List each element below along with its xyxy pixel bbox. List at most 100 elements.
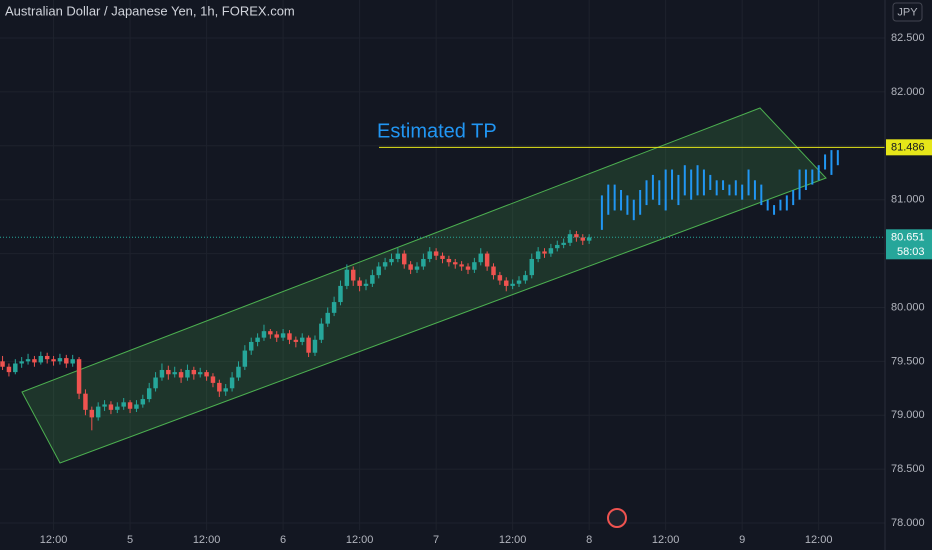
candle-body — [491, 266, 496, 276]
candle-body — [44, 355, 50, 360]
candle-body — [446, 258, 452, 263]
candle-body — [510, 283, 515, 286]
candle-body — [121, 402, 126, 407]
candle-body — [51, 359, 56, 362]
y-tick-label: 79.500 — [891, 355, 925, 367]
last-price-label: 80.651 — [891, 232, 925, 244]
candle-body — [210, 376, 216, 383]
candle-body — [6, 366, 12, 373]
candle-body — [370, 275, 375, 284]
candle-body — [523, 275, 528, 281]
candle-body — [319, 323, 324, 340]
candle-body — [146, 388, 152, 400]
currency-label[interactable]: JPY — [897, 6, 918, 18]
candle-body — [134, 404, 139, 409]
y-tick-label: 78.500 — [891, 463, 925, 475]
x-tick-label: 12:00 — [40, 534, 68, 546]
x-tick-label: 8 — [586, 534, 592, 546]
candle-body — [70, 359, 75, 364]
y-tick-label: 80.000 — [891, 301, 925, 313]
candle-body — [529, 258, 534, 276]
candle-body — [414, 266, 420, 270]
candle-body — [32, 359, 37, 363]
candle-body — [57, 358, 63, 362]
chart-title: Australian Dollar / Japanese Yen, 1h, FO… — [5, 3, 295, 18]
candle-body — [376, 266, 381, 276]
candle-body — [242, 350, 248, 367]
candle-body — [83, 393, 88, 410]
candle-body — [344, 269, 350, 286]
candle-body — [555, 244, 560, 249]
x-tick-label: 12:00 — [193, 534, 221, 546]
candle-body — [108, 404, 114, 410]
candle-body — [25, 359, 31, 362]
candle-body — [127, 402, 133, 409]
candle-body — [166, 369, 171, 375]
candle-body — [185, 369, 190, 378]
candle-body — [472, 262, 477, 270]
parallel-channel[interactable] — [21, 107, 827, 464]
x-tick-label: 5 — [127, 534, 133, 546]
candle-body — [64, 358, 69, 364]
candle-body — [280, 333, 286, 338]
x-tick-label: 9 — [739, 534, 745, 546]
annotation[interactable]: Estimated TP — [377, 120, 497, 142]
candle-body — [408, 264, 413, 270]
candle-body — [299, 337, 305, 342]
candle-body — [516, 280, 522, 284]
candle-body — [433, 251, 439, 256]
candle-body — [217, 382, 222, 392]
price-axis: 78.00078.50079.00079.50080.00080.50081.0… — [40, 32, 932, 546]
candle-body — [261, 331, 267, 338]
candle-body — [331, 302, 337, 313]
candle-body — [497, 275, 503, 281]
candle-body — [478, 253, 483, 263]
candle-body — [440, 255, 445, 259]
y-tick-label: 82.000 — [891, 86, 925, 98]
candle-body — [325, 312, 330, 324]
candle-body — [561, 242, 566, 245]
candle-body — [567, 234, 573, 243]
target-price-box — [886, 139, 932, 156]
candle-body — [574, 234, 579, 238]
candle-body — [197, 372, 203, 375]
candle-body — [159, 369, 165, 378]
candle-body — [248, 341, 254, 351]
candle-body — [178, 372, 184, 378]
candle-body — [223, 388, 228, 392]
x-tick-label: 12:00 — [805, 534, 833, 546]
candle-body — [338, 285, 343, 303]
candle-body — [13, 363, 18, 373]
candle-body — [312, 339, 318, 353]
price-marks — [0, 146, 885, 431]
candle-body — [293, 339, 299, 342]
candle-body — [102, 404, 107, 407]
candle-body — [19, 361, 24, 364]
candle-body — [421, 258, 426, 267]
x-tick-label: 7 — [433, 534, 439, 546]
candle-body — [484, 253, 490, 267]
candle-body — [89, 409, 95, 418]
candle-body — [204, 372, 209, 377]
candle-body — [236, 366, 241, 378]
candle-body — [465, 266, 471, 270]
x-tick-label: 12:00 — [652, 534, 680, 546]
logo-icon[interactable] — [607, 508, 627, 528]
candle-body — [153, 377, 158, 389]
last-price-box — [886, 229, 932, 260]
y-tick-label: 78.000 — [891, 517, 925, 529]
x-tick-label: 6 — [280, 534, 286, 546]
y-tick-label: 81.000 — [891, 194, 925, 206]
candle-body — [140, 399, 146, 405]
x-tick-label: 12:00 — [499, 534, 527, 546]
candle-body — [382, 262, 388, 267]
candle-body — [453, 262, 458, 265]
candle-body — [0, 361, 5, 367]
currency-button[interactable] — [892, 2, 923, 22]
candle-body — [191, 369, 197, 375]
y-tick-label: 79.000 — [891, 409, 925, 421]
y-tick-label: 82.500 — [891, 32, 925, 44]
candle-body — [586, 237, 592, 241]
candle-body — [580, 237, 586, 241]
